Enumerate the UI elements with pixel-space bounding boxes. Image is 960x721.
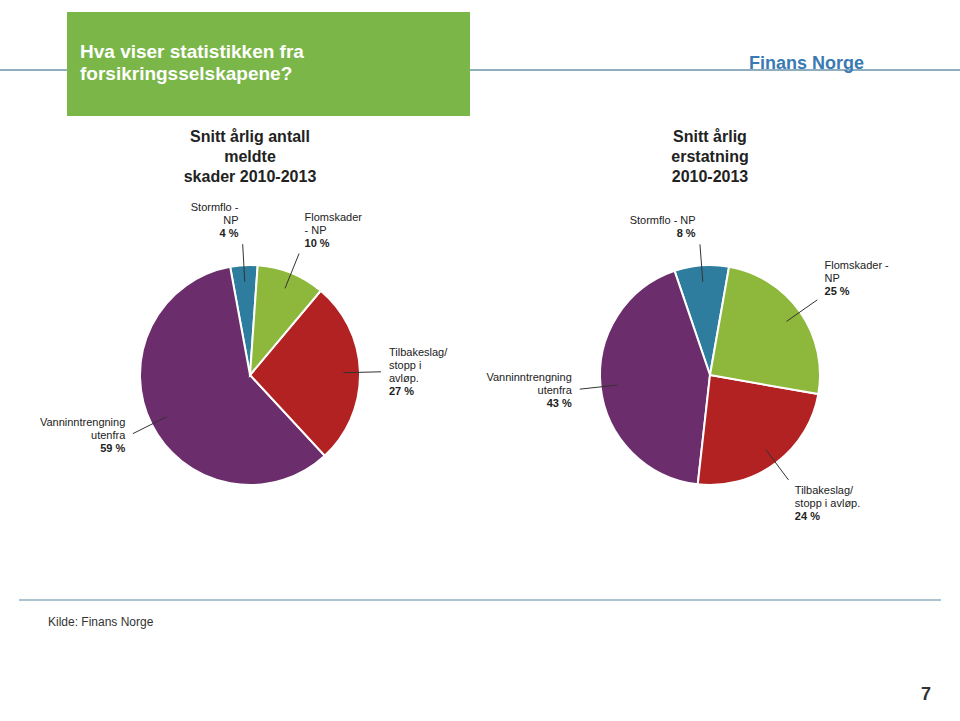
page-number: 7	[921, 684, 931, 704]
chart-title: Snitt årlig	[673, 128, 747, 145]
data-label: 25 %	[825, 285, 850, 297]
pie-chart: Stormflo - NP8 % Vanninntrengningutenfra4…	[486, 214, 889, 522]
slices	[600, 265, 820, 485]
leader-line	[133, 417, 167, 434]
data-label: 8 %	[677, 227, 696, 239]
chart-title: meldte	[224, 148, 276, 165]
data-label: 59 %	[100, 442, 125, 454]
leader-line	[285, 254, 299, 289]
slice-label: Stormflo -NP	[191, 201, 239, 226]
data-label: 43 %	[547, 397, 572, 409]
slice-labels: Stormflo -NP4 % Vanninntrengningutenfra59…	[40, 201, 448, 454]
pie-slice	[710, 267, 820, 394]
slice-label: Vanninntrengningutenfra	[40, 416, 126, 441]
footer-rule	[19, 599, 941, 601]
header: Hva viser statistikken fraforsikringssel…	[0, 12, 960, 116]
slice-label: Vanninntrengningutenfra	[486, 371, 572, 396]
footer: Kilde: Finans Norge 7	[19, 600, 941, 704]
header-text: Hva viser statistikken fraforsikringssel…	[80, 41, 304, 84]
slice-label: Stormflo - NP	[630, 214, 696, 226]
slice-label: Flomskader -NP	[825, 259, 890, 284]
pie-chart: Stormflo -NP4 % Vanninntrengningutenfra59…	[40, 201, 448, 485]
leader-line	[343, 371, 380, 373]
pie-slice	[600, 271, 710, 484]
data-label: 10 %	[305, 237, 330, 249]
slices	[140, 265, 360, 485]
leader-line	[766, 450, 788, 480]
logo-text: Finans Norge	[749, 53, 864, 73]
data-label: 27 %	[389, 385, 414, 397]
slice-label: Tilbakeslag/stopp iavløp.	[389, 346, 448, 384]
data-label: 24 %	[795, 510, 820, 522]
page: Hva viser statistikken fraforsikringssel…	[0, 0, 960, 721]
leader-line	[700, 244, 703, 281]
leader-line	[580, 385, 617, 389]
chart-title: 2010-2013	[672, 168, 749, 185]
slice-label: Tilbakeslag/stopp i avløp.	[795, 484, 860, 509]
chart-title: erstatning	[671, 148, 748, 165]
slice-label: Flomskader- NP	[305, 211, 363, 236]
leader-line	[243, 244, 245, 281]
chart-title: skader 2010-2013	[184, 168, 317, 185]
pie-slice	[250, 265, 321, 375]
slice-labels: Stormflo - NP8 % Vanninntrengningutenfra4…	[486, 214, 889, 522]
chart-title: Snitt årlig antall	[190, 128, 310, 145]
data-label: 4 %	[219, 227, 238, 239]
header-box	[67, 12, 470, 116]
source-note: Kilde: Finans Norge	[48, 615, 154, 629]
leader-line	[787, 300, 818, 322]
